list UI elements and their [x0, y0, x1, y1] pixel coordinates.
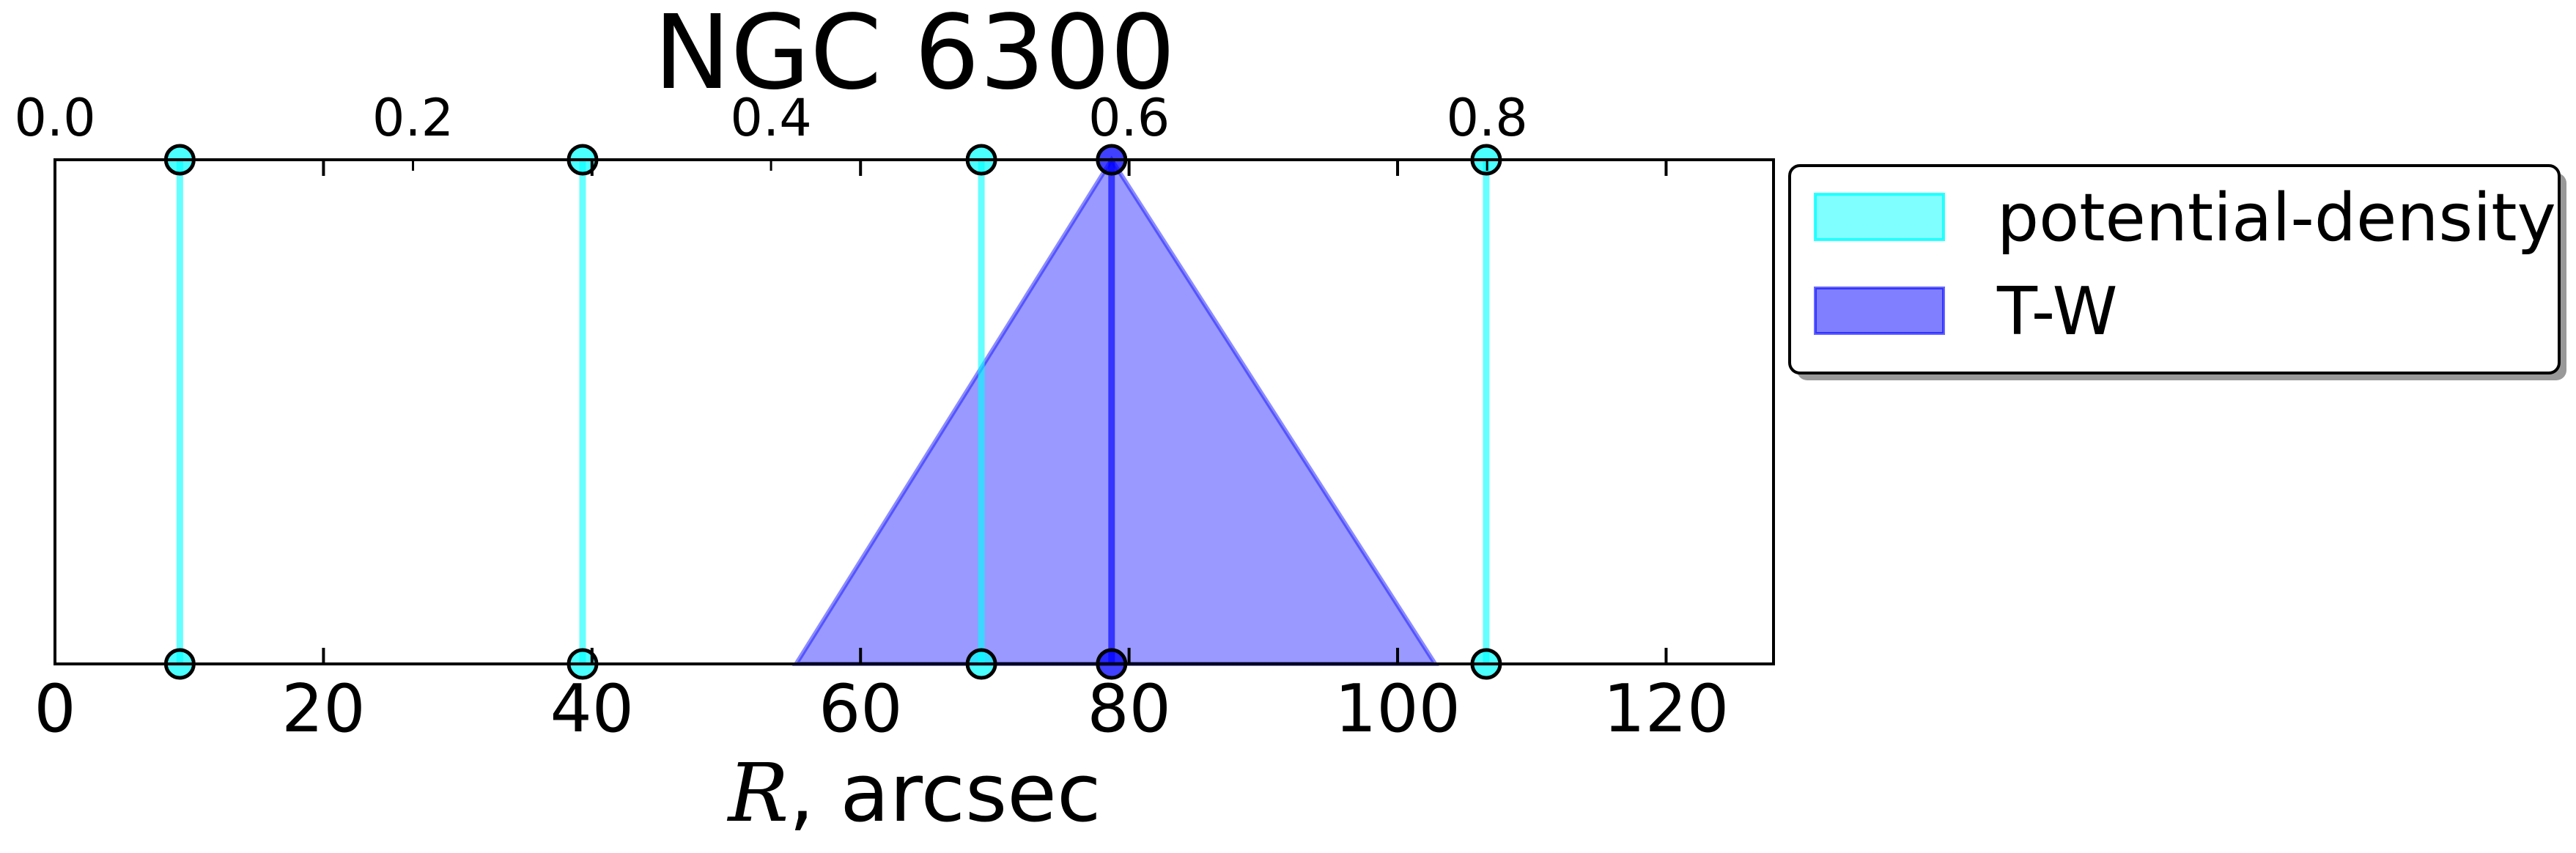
plot-area [791, 155, 1439, 666]
tw-area [791, 155, 1439, 666]
x-tick-label-3: 60 [819, 671, 903, 747]
chart-title: NGC 6300 [654, 0, 1176, 113]
top-tick-label-3: 0.6 [1088, 88, 1170, 148]
x-tick-label-2: 40 [550, 671, 635, 747]
top-tick-label-4: 0.8 [1447, 88, 1528, 148]
x-tick-label-4: 80 [1087, 671, 1171, 747]
legend-swatch-t-w [1814, 287, 1945, 335]
x-axis-label-symbol: R [727, 746, 789, 840]
top-tick-label-0: 0.0 [14, 88, 95, 148]
x-tick-label-5: 100 [1335, 671, 1461, 747]
tick-marks [53, 160, 1668, 664]
tick-labels: 0 20 40 60 80 100 120 0.0 0.2 0.4 0.6 0.8 [14, 88, 1729, 747]
data-lines [176, 160, 1490, 664]
x-axis-label: R, arcsec [727, 746, 1101, 840]
top-tick-label-1: 0.2 [372, 88, 454, 148]
axes-frame [53, 158, 1775, 665]
x-tick-label-6: 120 [1603, 671, 1730, 747]
x-tick-label-1: 20 [281, 671, 366, 747]
legend-box [1788, 164, 2561, 374]
legend-label-t-w: T-W [1996, 273, 2118, 350]
legend-label-potential-density: potential-density [1997, 180, 2556, 256]
legend-swatch-potential-density [1814, 193, 1945, 241]
x-axis-label-unit: , arcsec [789, 746, 1101, 840]
x-tick-label-0: 0 [34, 671, 75, 747]
legend: potential-density T-W [1788, 164, 2566, 380]
top-tick-label-2: 0.4 [730, 88, 811, 148]
